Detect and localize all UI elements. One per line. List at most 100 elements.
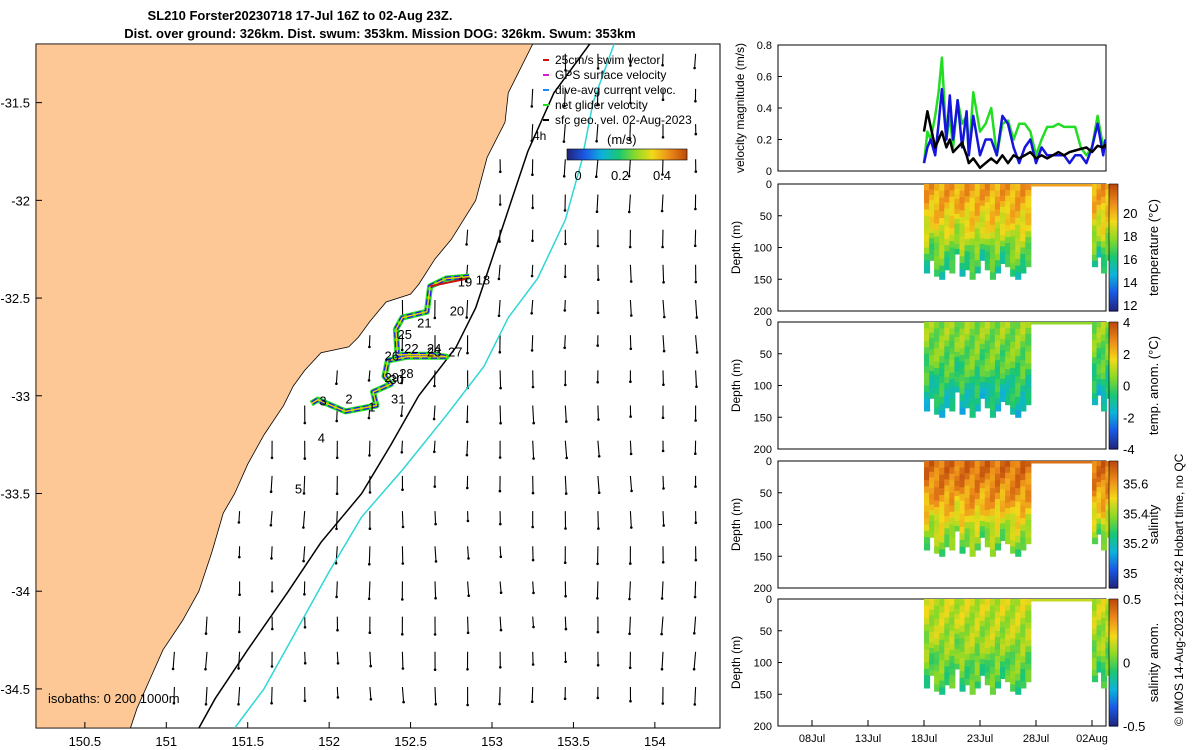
profile-cell bbox=[969, 542, 976, 550]
profile-cell bbox=[929, 194, 936, 201]
profile-cell bbox=[924, 253, 931, 261]
profile-cell bbox=[939, 252, 946, 260]
current-vector bbox=[335, 511, 338, 529]
colorbar-tick-label: 35.6 bbox=[1123, 476, 1148, 491]
profile-cell bbox=[979, 526, 986, 533]
colorbar-cell bbox=[1109, 222, 1118, 226]
profile-cell bbox=[1010, 546, 1017, 554]
profile-cell bbox=[984, 623, 991, 631]
profile-cell bbox=[1020, 253, 1027, 261]
chart-title-line1: SL210 Forster20230718 17-Jul 16Z to 02-A… bbox=[147, 8, 453, 23]
profile-cell bbox=[1000, 512, 1007, 519]
time-tick-label: 28Jul bbox=[1023, 733, 1049, 745]
profile-cell bbox=[1015, 515, 1022, 523]
profile-cell bbox=[1005, 237, 1012, 244]
profile-cell bbox=[1005, 369, 1012, 376]
profile-cell bbox=[969, 646, 976, 654]
profile-cell bbox=[1000, 655, 1007, 662]
colorbar-cell bbox=[619, 149, 622, 160]
colorbar-cell bbox=[1109, 245, 1118, 249]
profile-cell bbox=[1010, 651, 1017, 659]
colorbar-cell bbox=[1109, 476, 1118, 480]
profile-cell bbox=[994, 505, 1001, 513]
profile-cell bbox=[959, 256, 966, 264]
surface-cell bbox=[1083, 599, 1087, 602]
profile-cell bbox=[944, 666, 951, 674]
profile-cell bbox=[974, 379, 981, 387]
profile-cell bbox=[929, 392, 936, 399]
profile-cell bbox=[939, 218, 946, 226]
colorbar-frame bbox=[566, 148, 688, 161]
profile-cell bbox=[934, 533, 941, 541]
profile-cell bbox=[944, 522, 951, 529]
profile-cell bbox=[1015, 403, 1022, 411]
profile-cell bbox=[1010, 230, 1017, 238]
current-vector-head bbox=[498, 489, 502, 493]
profile-cell bbox=[1020, 675, 1027, 683]
profile-cell bbox=[924, 473, 931, 481]
profile-cell bbox=[994, 681, 1001, 689]
current-vector-head bbox=[335, 456, 339, 460]
profile-cell bbox=[954, 248, 961, 255]
profile-cell bbox=[979, 631, 986, 638]
profile-cell bbox=[1005, 225, 1012, 232]
profile-cell bbox=[954, 322, 961, 328]
current-vector-head bbox=[629, 415, 632, 418]
current-vector bbox=[662, 264, 665, 283]
profile-cell bbox=[944, 473, 951, 480]
profile-cell bbox=[1096, 651, 1103, 657]
profile-cell bbox=[959, 625, 966, 633]
current-vector-head bbox=[595, 139, 598, 143]
profile-cell bbox=[944, 528, 951, 536]
colorbar-cell bbox=[1109, 494, 1118, 498]
colorbar-cell bbox=[1109, 614, 1118, 618]
colorbar-cell bbox=[1109, 324, 1118, 328]
profile-cell bbox=[979, 387, 986, 394]
profile-cell bbox=[1000, 638, 1007, 645]
profile-cell bbox=[929, 360, 936, 367]
profile-cell bbox=[1005, 663, 1012, 671]
profile-cell bbox=[924, 543, 931, 551]
profile-cell bbox=[1010, 500, 1017, 508]
colorbar-cell bbox=[591, 149, 594, 160]
scale-label: 4h bbox=[533, 129, 546, 143]
profile-cell bbox=[944, 491, 951, 499]
profile-cell bbox=[1020, 543, 1027, 551]
profile-cell bbox=[994, 398, 1001, 406]
current-vector-head bbox=[401, 598, 404, 601]
profile-cell bbox=[964, 479, 971, 487]
profile-cell bbox=[1010, 599, 1017, 607]
profile-cell bbox=[1092, 675, 1099, 683]
profile-cell bbox=[1015, 599, 1022, 607]
colorbar-tick-label: 18 bbox=[1123, 229, 1137, 244]
profile-cell bbox=[989, 508, 996, 516]
profile-cell bbox=[939, 335, 946, 343]
surface-cell bbox=[1033, 599, 1037, 602]
current-vector-head bbox=[564, 492, 568, 495]
profile-cell bbox=[1101, 347, 1108, 355]
profile-cell bbox=[954, 356, 961, 363]
current-vector bbox=[563, 88, 566, 107]
profile-cell bbox=[939, 653, 946, 661]
current-vector-head bbox=[596, 103, 599, 107]
profile-cell bbox=[1020, 341, 1027, 348]
profile-cell bbox=[1015, 508, 1022, 516]
profile-cell bbox=[1101, 637, 1108, 645]
current-vector bbox=[336, 651, 339, 664]
profile-cell bbox=[959, 605, 966, 613]
current-vector-head bbox=[695, 351, 699, 354]
profile-cell bbox=[964, 346, 971, 354]
current-vector-head bbox=[303, 661, 307, 665]
current-vector bbox=[336, 686, 339, 698]
profile-cell bbox=[969, 245, 976, 253]
profile-cell bbox=[944, 371, 951, 378]
profile-cell bbox=[994, 518, 1001, 526]
profile-cell bbox=[1025, 339, 1032, 347]
colorbar-cell bbox=[1109, 290, 1118, 294]
profile-cell bbox=[1005, 478, 1012, 486]
profile-cell bbox=[1092, 237, 1099, 244]
profile-cell bbox=[934, 184, 941, 192]
colorbar-cell bbox=[1109, 698, 1118, 702]
profile-cell bbox=[949, 505, 956, 513]
current-vector-head bbox=[368, 527, 372, 530]
